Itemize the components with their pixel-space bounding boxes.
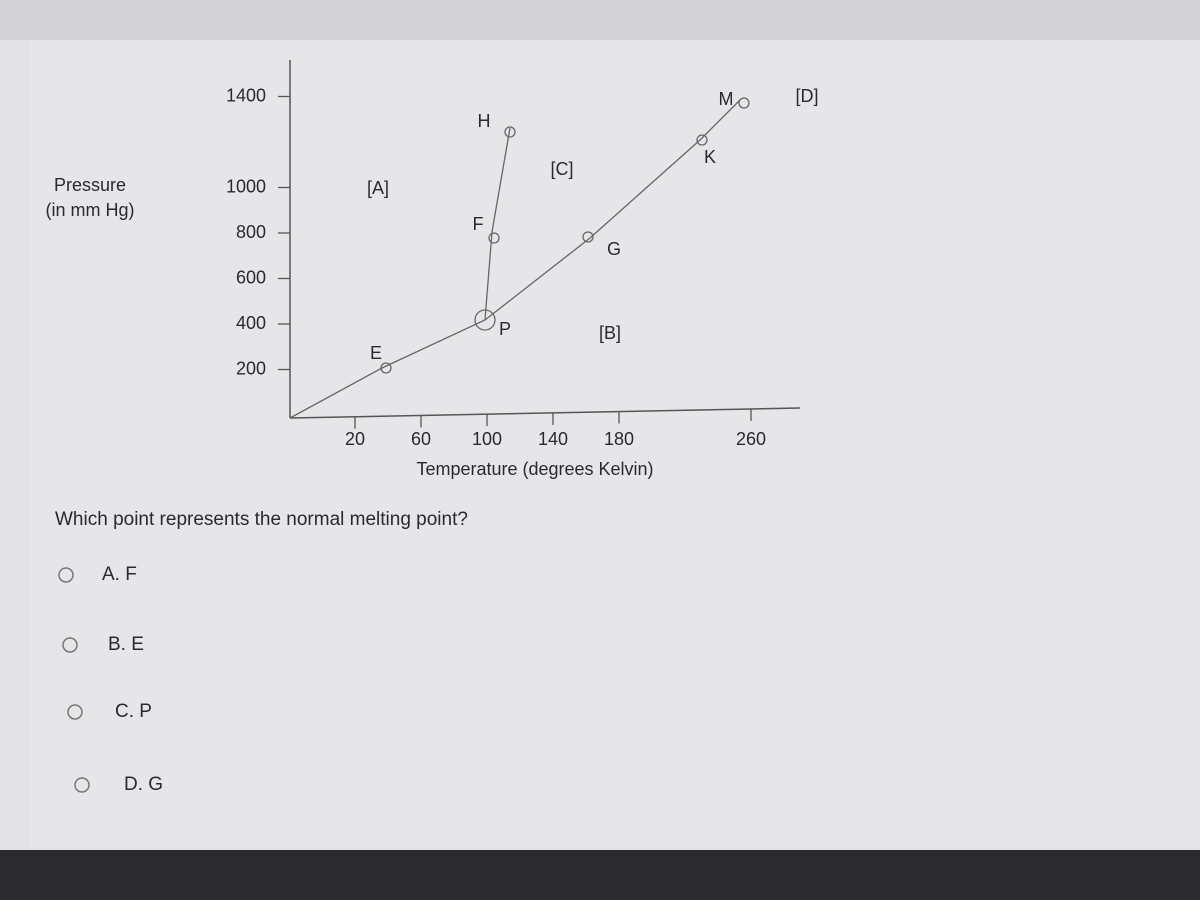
radio-button[interactable] — [74, 777, 90, 793]
option-label[interactable]: B. E — [108, 634, 144, 655]
point-label: F — [473, 214, 484, 234]
option-label[interactable]: D. G — [124, 774, 163, 795]
region-label: [B] — [599, 323, 621, 343]
phase-boundary — [484, 127, 511, 321]
point-label: H — [478, 111, 491, 131]
point-marker — [488, 232, 500, 244]
x-axis — [289, 407, 801, 419]
y-axis-label: (in mm Hg) — [46, 200, 135, 220]
phase-boundary — [289, 99, 741, 419]
region-label: [A] — [367, 178, 389, 198]
point-label: P — [499, 319, 511, 339]
point-label: M — [719, 89, 734, 109]
point-marker — [582, 231, 594, 243]
point-label: G — [607, 239, 621, 259]
point-marker — [696, 134, 708, 146]
question-text: Which point represents the normal meltin… — [55, 509, 468, 530]
y-axis-label: Pressure — [54, 175, 126, 195]
top-bar — [0, 0, 1200, 40]
point-label: E — [370, 343, 382, 363]
y-tick-label: 1400 — [226, 85, 266, 105]
point-marker — [504, 126, 516, 138]
point-marker — [380, 362, 392, 374]
screen-bezel — [0, 850, 1200, 900]
content-panel — [30, 40, 1200, 848]
radio-button[interactable] — [67, 704, 83, 720]
x-tick-label: 100 — [472, 429, 502, 449]
region-label: [C] — [550, 159, 573, 179]
y-tick-label: 1000 — [226, 176, 266, 196]
x-tick-label: 140 — [538, 429, 568, 449]
region-label: [D] — [795, 86, 818, 106]
x-axis-label: Temperature (degrees Kelvin) — [416, 459, 653, 479]
y-tick-label: 600 — [236, 267, 266, 287]
radio-button[interactable] — [58, 567, 74, 583]
point-label: K — [704, 147, 716, 167]
option-label[interactable]: A. F — [102, 564, 137, 585]
x-tick-label: 60 — [411, 429, 431, 449]
point-marker — [738, 97, 750, 109]
x-tick-label: 20 — [345, 429, 365, 449]
option-label[interactable]: C. P — [115, 701, 152, 722]
y-tick-label: 800 — [236, 222, 266, 242]
radio-button[interactable] — [62, 637, 78, 653]
point-marker — [474, 309, 496, 331]
x-tick-label: 260 — [736, 429, 766, 449]
y-tick-label: 200 — [236, 358, 266, 378]
x-tick-label: 180 — [604, 429, 634, 449]
y-tick-label: 400 — [236, 313, 266, 333]
